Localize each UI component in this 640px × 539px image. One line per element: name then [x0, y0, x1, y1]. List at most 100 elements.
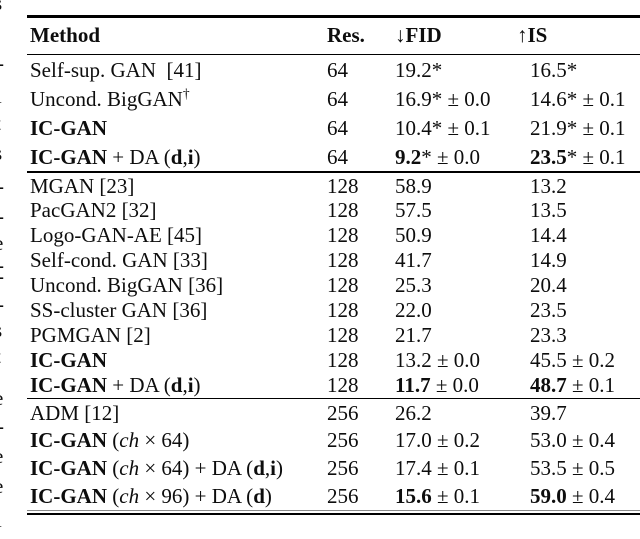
text-segment: 59.0 — [530, 483, 567, 508]
fid-cell: 17.0 ± 0.2 — [395, 428, 530, 453]
method-cell: IC-GAN + DA (d,i) — [27, 373, 327, 398]
text-segment: 64 — [327, 86, 348, 111]
res-cell: 256 — [327, 484, 395, 509]
text-segment: × 64) + DA ( — [139, 455, 254, 480]
method-cell: Uncond. BigGAN [36] — [27, 273, 327, 298]
text-segment: ± 0.1 — [566, 372, 616, 397]
text-segment: 23.5 — [530, 144, 567, 169]
text-segment: 128 — [327, 347, 359, 372]
text-segment: 256 — [327, 483, 359, 508]
table-section-res256: ADM [12] 256 26.2 39.7 IC-GAN (ch × 64) 256 17… — [27, 400, 640, 510]
cutoff-character: t — [0, 346, 1, 367]
is-cell: 14.6* ± 0.1 — [530, 87, 640, 112]
text-segment: PacGAN2 [32] — [30, 198, 157, 223]
text-segment: 53.5 ± 0.5 — [530, 455, 616, 480]
text-segment: ± 0.1 — [431, 483, 481, 508]
text-segment: 13.5 — [530, 198, 567, 223]
text-segment: 53.0 ± 0.4 — [530, 428, 616, 453]
table-section-res128: MGAN [23] 128 58.9 13.2 PacGAN2 [32] 128 57.5 1… — [27, 174, 640, 398]
text-segment: 14.9 — [530, 248, 567, 273]
method-cell: Logo-GAN-AE [45] — [27, 223, 327, 248]
is-cell: 13.5 — [530, 198, 640, 223]
table-row: PGMGAN [2] 128 21.7 23.3 — [27, 323, 640, 348]
text-segment: 256 — [327, 428, 359, 453]
res-cell: 128 — [327, 198, 395, 223]
text-segment: ) — [193, 144, 201, 169]
text-segment: PGMGAN [2] — [30, 322, 151, 347]
text-segment: Self-sup. GAN [41] — [30, 57, 202, 82]
is-cell: 16.5* — [530, 58, 640, 83]
fid-cell: 41.7 — [395, 248, 530, 273]
method-cell: SS-cluster GAN [36] — [27, 298, 327, 323]
text-segment: d — [253, 483, 265, 508]
column-header-method: Method — [30, 22, 100, 47]
method-cell: IC-GAN + DA (d,i) — [27, 145, 327, 170]
fid-cell: 16.9* ± 0.0 — [395, 87, 530, 112]
text-segment: 14.4 — [530, 223, 567, 248]
table-row: IC-GAN + DA (d,i) 128 11.7 ± 0.0 48.7 ± 0.1 — [27, 373, 640, 398]
method-cell: Self-sup. GAN [41] — [27, 58, 327, 83]
method-cell: MGAN [23] — [27, 174, 327, 199]
table-row: SS-cluster GAN [36] 128 22.0 23.5 — [27, 298, 640, 323]
text-segment: ) — [275, 455, 283, 480]
text-segment: 39.7 — [530, 400, 567, 425]
text-segment: * ± 0.0 — [421, 144, 481, 169]
text-segment: d — [253, 455, 265, 480]
text-segment: IC-GAN — [30, 347, 107, 372]
table-section-res64: Self-sup. GAN [41] 64 19.2* 16.5* Uncond. Bi… — [27, 56, 640, 172]
cutoff-character: , — [0, 21, 1, 42]
text-segment: 16.5* — [530, 57, 578, 82]
text-segment: MGAN [23] — [30, 173, 135, 198]
table-row: PacGAN2 [32] 128 57.5 13.5 — [27, 198, 640, 223]
text-segment: 17.4 ± 0.1 — [395, 455, 481, 480]
fid-cell: 9.2* ± 0.0 — [395, 145, 530, 170]
text-segment: 58.9 — [395, 173, 432, 198]
res-cell: 64 — [327, 58, 395, 83]
text-segment: × 96) + DA ( — [139, 483, 254, 508]
text-segment: * ± 0.1 — [566, 144, 626, 169]
table-row: MGAN [23] 128 58.9 13.2 — [27, 174, 640, 199]
fid-cell: 22.0 — [395, 298, 530, 323]
table-row: Self-sup. GAN [41] 64 19.2* 16.5* — [27, 56, 640, 85]
text-segment: 64 — [327, 115, 348, 140]
res-cell: 128 — [327, 323, 395, 348]
cutoff-character: - — [0, 53, 4, 74]
text-segment: 41.7 — [395, 248, 432, 273]
cutoff-character: s — [0, 320, 2, 341]
res-cell: 256 — [327, 401, 395, 426]
text-segment: ADM [12] — [30, 400, 120, 425]
res-cell: 64 — [327, 87, 395, 112]
is-cell: 53.5 ± 0.5 — [530, 456, 640, 481]
text-segment: 25.3 — [395, 273, 432, 298]
text-segment: 128 — [327, 322, 359, 347]
text-segment: 128 — [327, 223, 359, 248]
table-row: IC-GAN 128 13.2 ± 0.0 45.5 ± 0.2 — [27, 348, 640, 373]
method-cell: IC-GAN — [27, 116, 327, 141]
table-row: Uncond. BigGAN† 64 16.9* ± 0.0 14.6* ± 0.1 — [27, 85, 640, 114]
text-segment: × 64) — [139, 428, 190, 453]
table-row: IC-GAN + DA (d,i) 64 9.2* ± 0.0 23.5* ± 0.1 — [27, 143, 640, 172]
column-header-is: ↑IS — [517, 22, 548, 47]
is-cell: 23.5* ± 0.1 — [530, 145, 640, 170]
text-segment: IC-GAN — [30, 372, 107, 397]
text-segment: d — [170, 144, 183, 169]
column-header-fid: ↓FID — [395, 22, 442, 47]
fid-cell: 13.2 ± 0.0 — [395, 348, 530, 373]
text-segment: 20.4 — [530, 273, 567, 298]
is-cell: 53.0 ± 0.4 — [530, 428, 640, 453]
table-row: Logo-GAN-AE [45] 128 50.9 14.4 — [27, 223, 640, 248]
is-cell: 23.5 — [530, 298, 640, 323]
cutoff-character: e — [0, 233, 3, 254]
text-segment: 50.9 — [395, 223, 432, 248]
text-segment: 9.2 — [395, 144, 422, 169]
table-header-rule — [27, 53, 640, 56]
table-row: Uncond. BigGAN [36] 128 25.3 20.4 — [27, 273, 640, 298]
method-cell: PacGAN2 [32] — [27, 198, 327, 223]
text-segment: ( — [107, 455, 120, 480]
fid-cell: 50.9 — [395, 223, 530, 248]
text-segment: + DA ( — [107, 144, 171, 169]
res-cell: 128 — [327, 223, 395, 248]
text-segment: 45.5 ± 0.2 — [530, 347, 616, 372]
res-cell: 64 — [327, 116, 395, 141]
text-segment: + DA ( — [107, 372, 171, 397]
